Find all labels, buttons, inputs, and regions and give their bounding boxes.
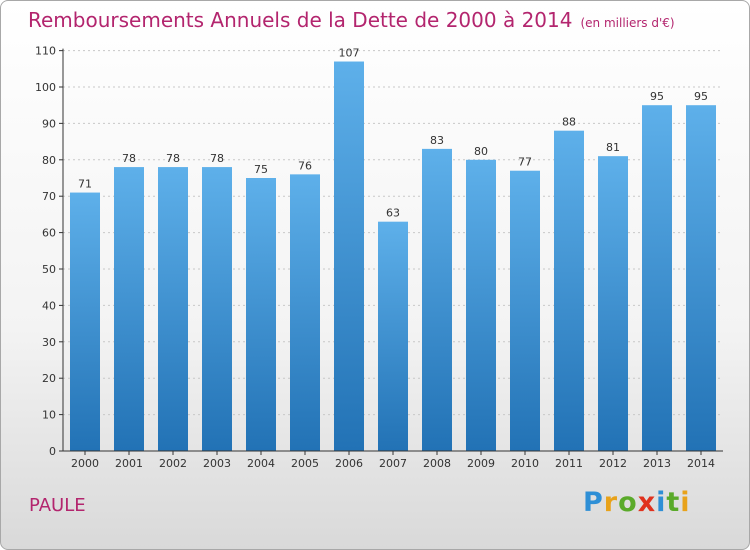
y-tick-label: 80: [42, 154, 56, 167]
chart-title: Remboursements Annuels de la Dette de 20…: [28, 8, 675, 32]
bar: [202, 167, 232, 451]
chart-subtitle: (en milliers d'€): [580, 16, 675, 30]
y-tick-label: 60: [42, 227, 56, 240]
x-tick-label: 2003: [203, 457, 231, 470]
y-tick-label: 70: [42, 190, 56, 203]
axes: [59, 48, 723, 455]
bar: [70, 192, 100, 451]
bar-value-label: 63: [386, 207, 400, 220]
x-tick-label: 2011: [555, 457, 583, 470]
bar: [554, 130, 584, 451]
y-tick-label: 110: [35, 45, 56, 58]
bar: [158, 167, 188, 451]
logo-letter: i: [656, 487, 667, 518]
x-tick-label: 2005: [291, 457, 319, 470]
x-tick-label: 2009: [467, 457, 495, 470]
logo-letter: P: [583, 487, 604, 518]
x-tick-label: 2007: [379, 457, 407, 470]
bar-value-label: 81: [606, 141, 620, 154]
y-tick-label: 100: [35, 81, 56, 94]
y-tick-label: 10: [42, 409, 56, 422]
bar-value-label: 88: [562, 116, 576, 129]
x-tick-label: 2013: [643, 457, 671, 470]
y-tick-label: 0: [49, 445, 56, 458]
bar-value-label: 76: [298, 159, 312, 172]
bar: [334, 61, 364, 452]
bar: [246, 178, 276, 451]
proxiti-logo: Proxiti: [583, 487, 691, 518]
bar: [686, 105, 716, 451]
x-tick-label: 2012: [599, 457, 627, 470]
bar: [290, 174, 320, 452]
bar: [510, 170, 540, 451]
y-tick-label: 90: [42, 117, 56, 130]
chart-title-text: Remboursements Annuels de la Dette de 20…: [28, 8, 573, 32]
bar-value-label: 107: [339, 47, 360, 60]
y-tick-label: 30: [42, 336, 56, 349]
logo-letter: i: [680, 487, 691, 518]
y-tick-label: 20: [42, 372, 56, 385]
x-tick-label: 2002: [159, 457, 187, 470]
bar: [466, 159, 496, 452]
y-tick-label: 50: [42, 263, 56, 276]
bar-value-label: 78: [166, 152, 180, 165]
bar: [422, 148, 452, 451]
bar: [378, 221, 408, 451]
bar-value-label: 78: [122, 152, 136, 165]
bar: [598, 156, 628, 451]
x-tick-label: 2004: [247, 457, 275, 470]
bar: [642, 105, 672, 451]
logo-letter: t: [666, 487, 681, 518]
bar-value-label: 75: [254, 163, 268, 176]
bar-value-label: 95: [694, 90, 708, 103]
x-tick-label: 2006: [335, 457, 363, 470]
commune-name: PAULE: [29, 495, 86, 516]
x-tick-label: 2010: [511, 457, 539, 470]
logo-letter: r: [603, 487, 619, 518]
bar-value-label: 95: [650, 90, 664, 103]
logo-letter: x: [637, 487, 657, 518]
bar-value-label: 78: [210, 152, 224, 165]
logo-letter: o: [618, 487, 638, 518]
y-tick-label: 40: [42, 299, 56, 312]
bars: [70, 61, 716, 452]
bar-value-label: 77: [518, 156, 532, 169]
x-tick-label: 2014: [687, 457, 715, 470]
bar: [114, 167, 144, 451]
labels: 0 10 20 30 40 50 60 70 80 90 100 110 71 2000 78 2001 78 2…: [35, 45, 715, 470]
bar-value-label: 83: [430, 134, 444, 147]
bar-value-label: 71: [78, 178, 92, 191]
x-tick-label: 2000: [71, 457, 99, 470]
bar-value-label: 80: [474, 145, 488, 158]
x-tick-label: 2001: [115, 457, 143, 470]
x-tick-label: 2008: [423, 457, 451, 470]
